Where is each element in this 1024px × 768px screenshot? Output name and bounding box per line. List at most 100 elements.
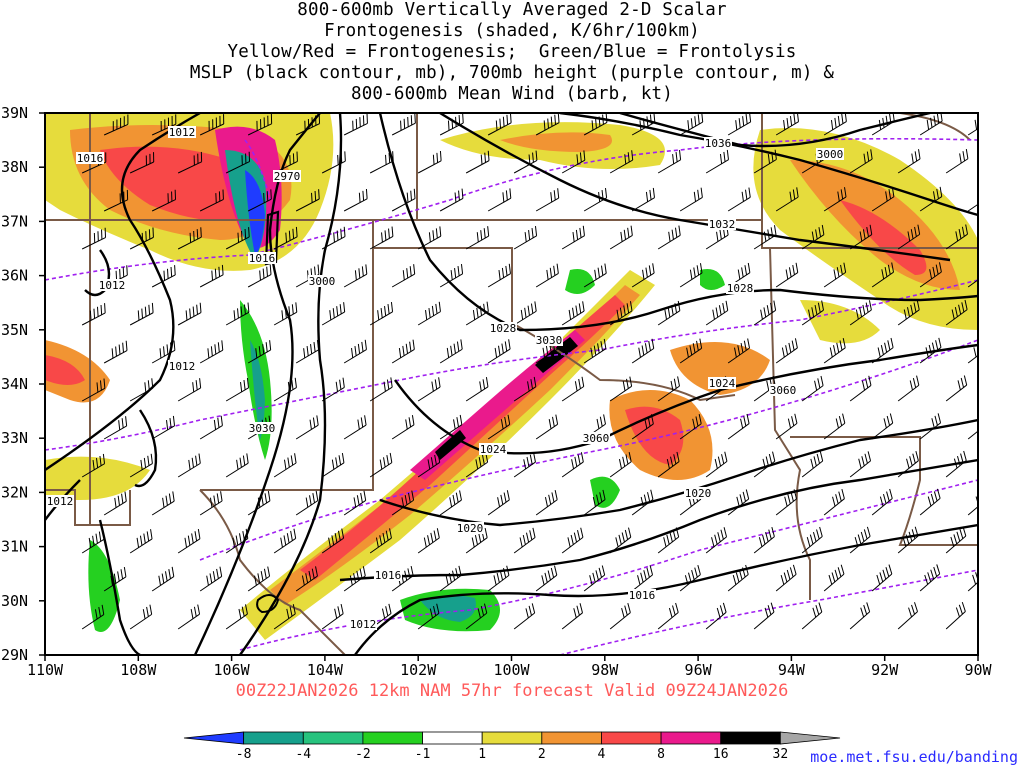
wind-barb	[369, 452, 393, 478]
wind-barb	[727, 413, 750, 440]
lat-tick-label: 30N	[1, 592, 28, 610]
colorbar-swatch	[779, 731, 841, 745]
wind-barb	[417, 528, 440, 554]
svg-text:2970: 2970	[274, 170, 301, 183]
wind-barb	[631, 565, 654, 592]
wind-barb	[247, 264, 272, 288]
mslp-contour-label: 1012	[46, 495, 74, 508]
wind-barb	[417, 603, 440, 630]
wind-barb	[391, 415, 415, 440]
wind-barb	[417, 150, 442, 174]
wind-barb	[129, 604, 153, 630]
colorbar-swatch	[183, 731, 245, 745]
title-line-3: Yellow/Red = Frontogenesis; Green/Blue =…	[227, 42, 797, 62]
wind-barb	[583, 489, 606, 516]
svg-text:1032: 1032	[709, 218, 736, 231]
wind-barb	[775, 564, 797, 592]
wind-barb	[391, 490, 415, 516]
wind-barb	[273, 377, 297, 402]
wind-barb	[295, 113, 321, 136]
colorbar-swatch	[422, 731, 483, 745]
wind-barb	[561, 150, 586, 174]
lat-tick-label: 37N	[1, 212, 28, 230]
wind-barb	[513, 527, 536, 554]
wind-barb	[631, 187, 655, 212]
wind-barb	[81, 529, 105, 554]
wind-barb	[129, 529, 153, 554]
wind-barb	[801, 300, 824, 326]
wind-barb	[103, 340, 128, 364]
wind-barb	[513, 301, 537, 326]
wind-barb	[919, 337, 942, 364]
wind-barb	[177, 227, 202, 250]
wind-barb	[225, 302, 250, 326]
wind-barb	[343, 264, 368, 288]
title-line-4: MSLP (black contour, mb), 700mb height (…	[189, 63, 835, 83]
svg-text:1028: 1028	[490, 322, 517, 335]
longitude-axis: 110W 108W 106W 104W 102W 100W 98W 96W 94W 92W 90W	[27, 655, 993, 679]
wind-barb	[439, 188, 464, 212]
lon-tick-label: 110W	[27, 661, 64, 679]
wind-barb	[151, 340, 176, 364]
wind-barb	[705, 149, 729, 174]
svg-text:3030: 3030	[536, 334, 563, 347]
lon-tick-label: 104W	[307, 661, 344, 679]
wind-barb	[225, 604, 248, 630]
wind-barb	[967, 117, 978, 136]
colorbar-swatch	[541, 731, 602, 745]
wind-barb	[727, 338, 750, 364]
wind-barb	[753, 300, 777, 326]
wind-barb	[849, 300, 872, 326]
wind-barb	[273, 226, 298, 250]
wind-barb	[439, 113, 464, 136]
wind-barb	[417, 377, 441, 402]
wind-barb	[801, 526, 823, 554]
wind-barb	[321, 151, 346, 174]
wind-barb	[919, 564, 941, 592]
wind-barb	[727, 113, 752, 136]
wind-barb	[583, 113, 608, 136]
credit-link[interactable]: moe.met.fsu.edu/banding	[810, 748, 1018, 766]
svg-text:3060: 3060	[583, 432, 610, 445]
wind-barb	[513, 376, 537, 402]
wind-barb	[849, 602, 871, 630]
wind-barb	[513, 150, 538, 174]
title-line-1: 800-600mb Vertically Averaged 2-D Scalar	[297, 0, 727, 20]
wind-barb	[583, 263, 607, 288]
wind-barb	[465, 150, 490, 174]
wind-barb	[199, 415, 223, 440]
wind-barb	[823, 262, 847, 288]
wind-barb	[439, 263, 464, 288]
wind-barb	[247, 113, 273, 136]
svg-text:3000: 3000	[309, 275, 336, 288]
height-contour-label: 3000	[308, 275, 336, 288]
colorbar-label: 2	[538, 747, 546, 762]
colorbar-label: 32	[773, 747, 789, 762]
lat-tick-label: 35N	[1, 321, 28, 339]
wind-barb	[753, 225, 777, 250]
wind-barb	[801, 224, 825, 250]
frontogenesis-shading	[45, 113, 978, 640]
wind-barb	[487, 188, 512, 212]
wind-barb	[151, 189, 177, 212]
wind-barb	[753, 451, 776, 478]
wind-barb	[295, 339, 320, 364]
wind-barb	[535, 113, 560, 136]
wind-barb	[321, 453, 345, 478]
wind-barb	[657, 225, 681, 250]
svg-text:1012: 1012	[47, 495, 74, 508]
wind-barb	[439, 565, 462, 592]
wind-barb	[321, 603, 344, 630]
wind-barb	[369, 528, 392, 554]
wind-barb	[513, 452, 536, 478]
lon-tick-label: 92W	[871, 661, 899, 679]
lat-tick-label: 34N	[1, 375, 28, 393]
wind-barb	[129, 152, 155, 174]
wind-barb	[679, 338, 703, 364]
colorbar-label: -2	[355, 747, 371, 762]
mslp-contour-label: 1012	[349, 618, 377, 631]
wind-barb	[679, 565, 701, 592]
wind-barb	[177, 302, 202, 326]
wind-barb	[273, 604, 296, 630]
wind-barb	[631, 263, 655, 288]
